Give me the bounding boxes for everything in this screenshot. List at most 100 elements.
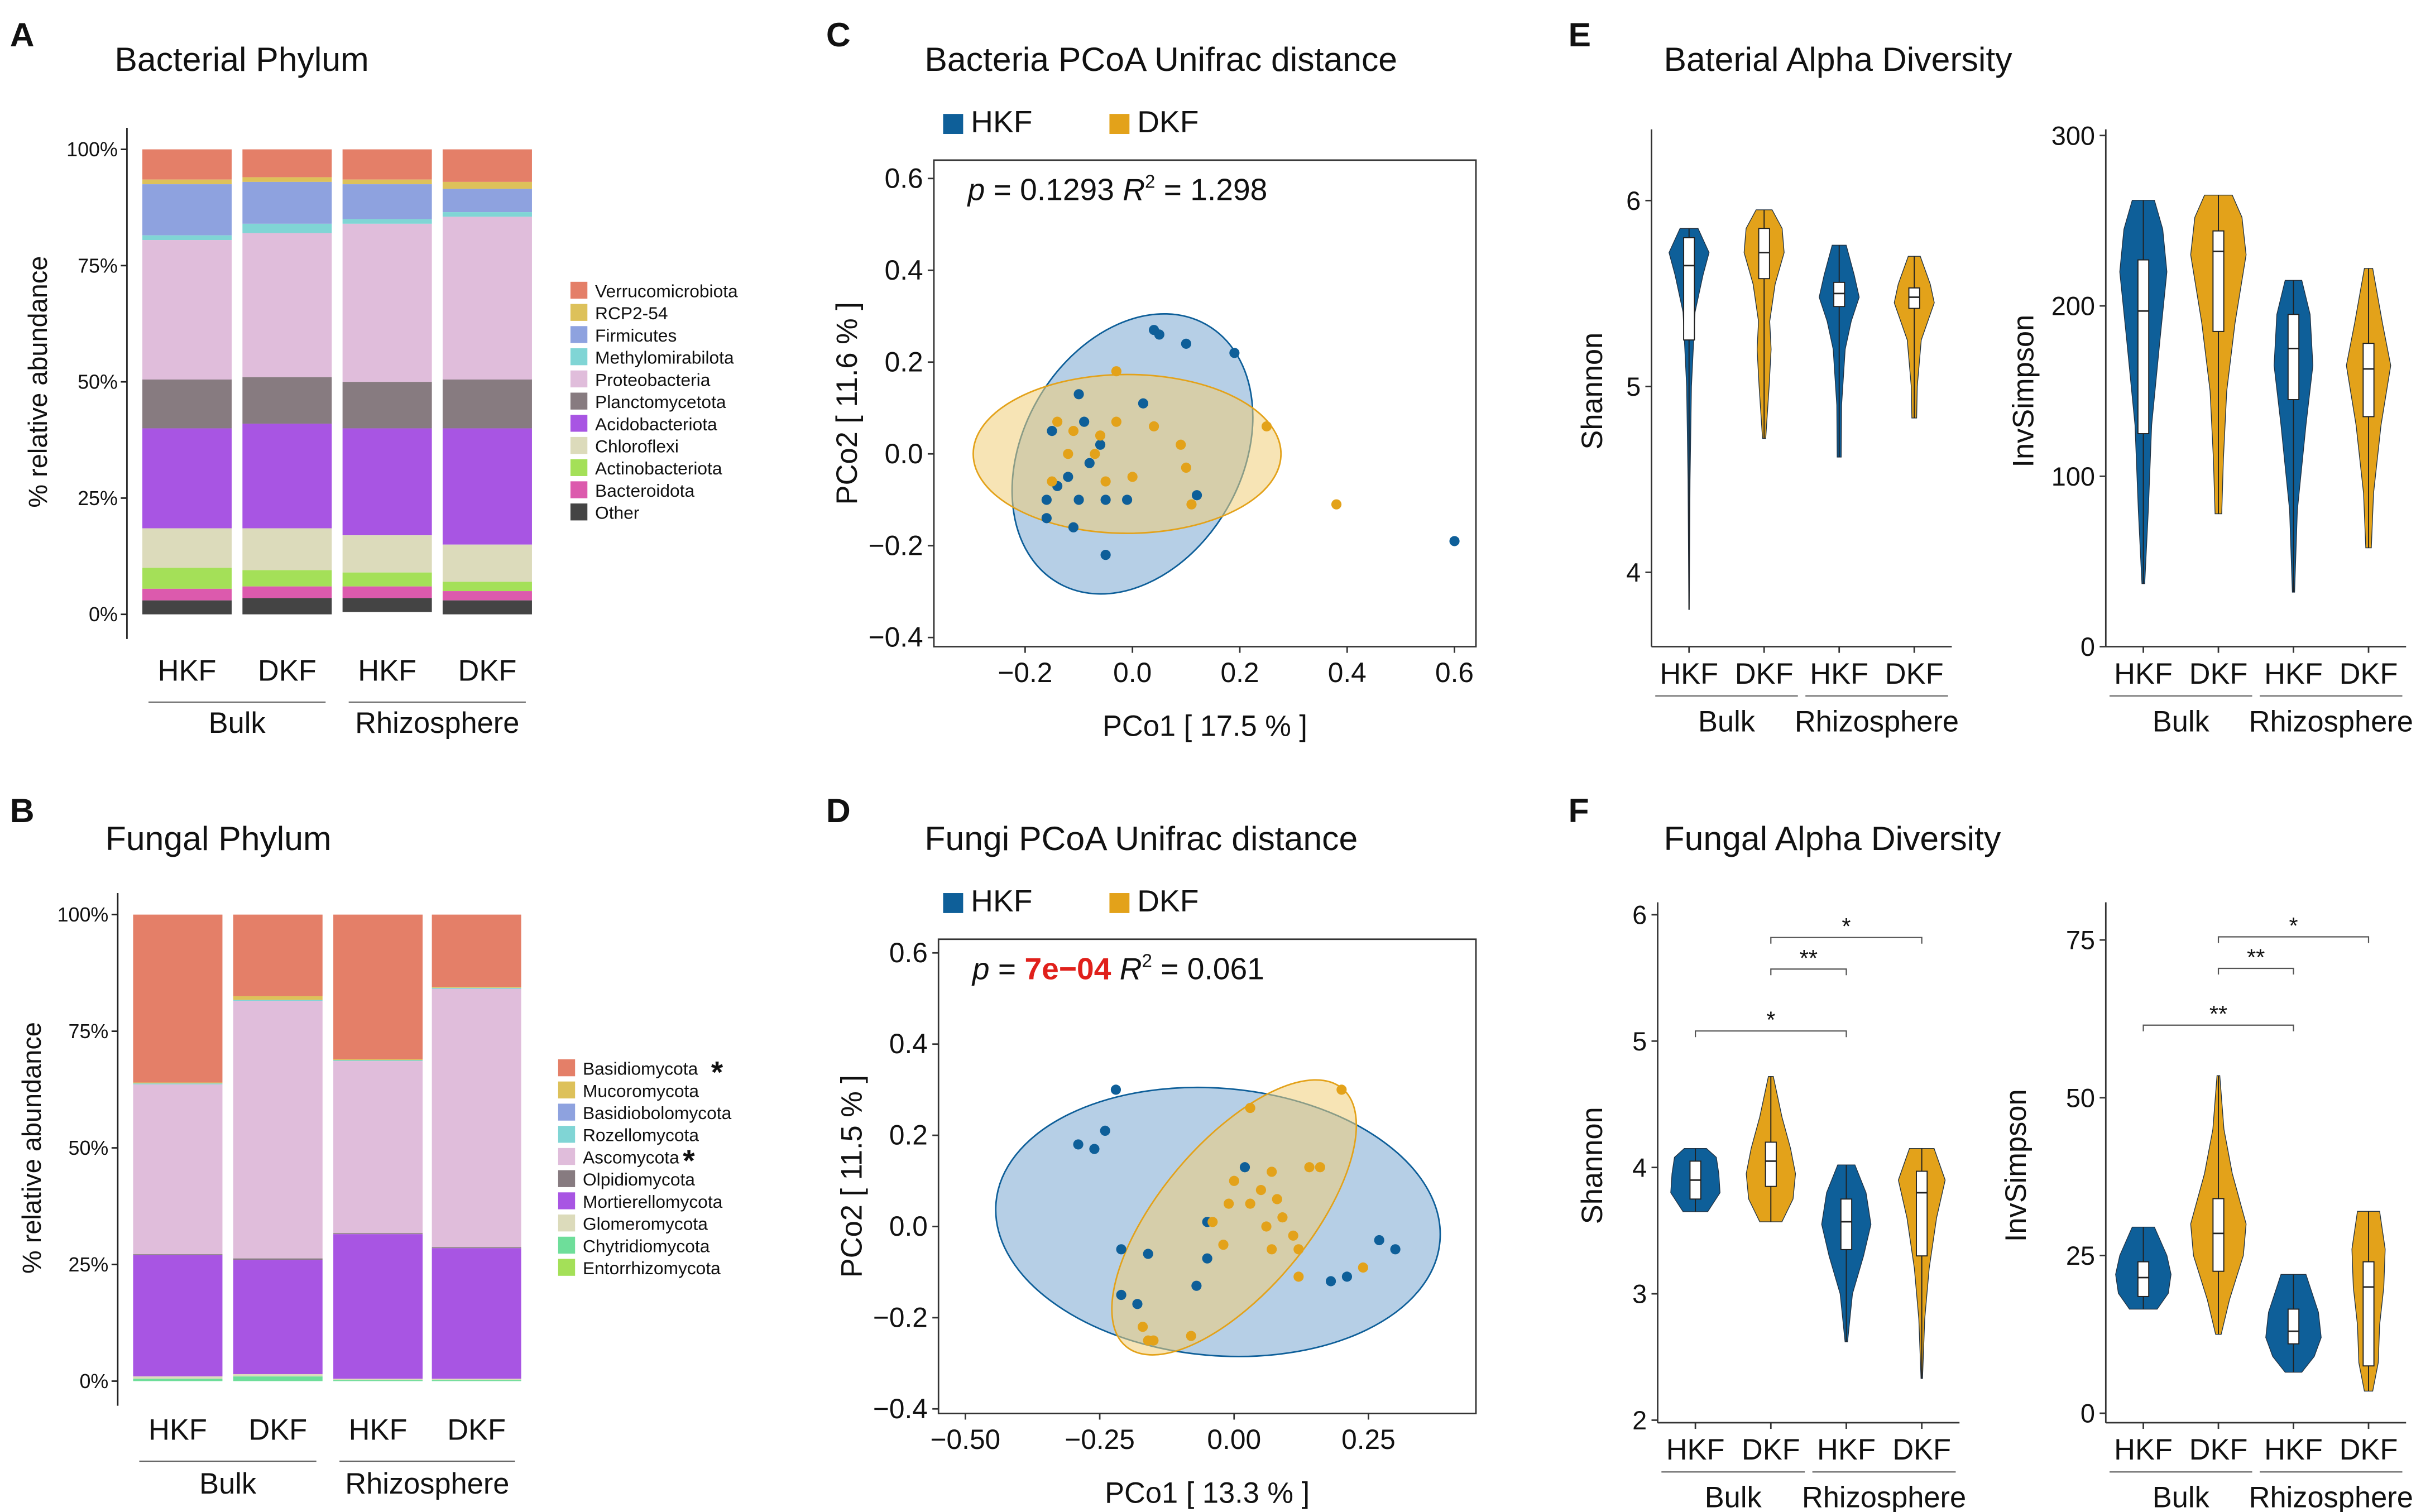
legend-label: Mucoromycota (583, 1081, 699, 1101)
sample-point (1143, 1249, 1153, 1259)
y-tick-label: 2 (1632, 1406, 1647, 1435)
panel-letter: C (826, 16, 851, 54)
legend-label: Other (595, 503, 640, 523)
sample-point (1041, 495, 1052, 505)
sample-point (1315, 1162, 1325, 1173)
bar-segment (442, 181, 532, 189)
bar-segment (242, 181, 332, 224)
sample-point (1229, 348, 1240, 358)
legend-label: Chytridiomycota (583, 1236, 710, 1256)
x-tick-label: DKF (1892, 1434, 1951, 1466)
group-label: Rhizosphere (1795, 705, 1959, 738)
sample-point (1304, 1162, 1315, 1173)
bar-segment (133, 1254, 223, 1255)
bar-segment (333, 1380, 423, 1381)
bar-segment (233, 1258, 323, 1260)
sample-point (1374, 1235, 1384, 1246)
bar-segment (133, 1084, 223, 1255)
significance-bracket (1695, 1030, 1847, 1038)
sample-point (1255, 1185, 1267, 1196)
legend-swatch (558, 1103, 576, 1121)
p-value: = 0.1293 (985, 172, 1114, 207)
group-label: Bulk (199, 1468, 257, 1500)
bar-segment (242, 149, 332, 177)
sample-point (1100, 1125, 1110, 1136)
x-tick-label: DKF (1742, 1434, 1800, 1466)
sample-point (1149, 421, 1159, 431)
bar-segment (242, 528, 332, 570)
sample-point (1047, 426, 1057, 436)
bar-segment (442, 582, 532, 592)
significance-bracket (1770, 937, 1923, 944)
significance-label: ** (2247, 944, 2265, 970)
bar-segment (442, 217, 532, 380)
bar-segment (333, 914, 423, 1059)
panel-letter: F (1569, 791, 1589, 829)
bar-segment (342, 219, 432, 224)
bar-segment (242, 598, 332, 615)
sample-point (1100, 550, 1111, 560)
sample-point (1116, 1244, 1126, 1255)
legend-label: Planctomycetota (595, 392, 726, 412)
x-tick-label: HKF (1810, 658, 1868, 690)
y-axis-title: Shannon (1576, 333, 1609, 450)
legend-label: Ascomycota (583, 1147, 679, 1167)
bar-segment (142, 528, 232, 568)
sample-point (1229, 1175, 1239, 1186)
bar-segment (432, 987, 521, 988)
legend-label: Entorrhizomycota (583, 1258, 721, 1278)
group-label: Rhizosphere (355, 707, 519, 740)
violin-box (2287, 1308, 2300, 1345)
y-tick-label: 0.4 (889, 1028, 928, 1059)
y-axis-title: InvSimpson (2000, 1089, 2032, 1242)
bar-segment (133, 1082, 223, 1084)
x-tick-label: HKF (1817, 1434, 1876, 1466)
group-label: Rhizosphere (1802, 1482, 1966, 1512)
bar-segment (442, 189, 532, 213)
bar-segment (333, 1234, 423, 1379)
y-axis-title: InvSimpson (2008, 315, 2040, 468)
x-tick-label: −0.50 (931, 1424, 1001, 1455)
sample-point (1331, 499, 1342, 510)
panel-title: Bacterial Phylum (114, 40, 368, 78)
x-tick-label: DKF (2340, 658, 2398, 690)
legend-label: DKF (1137, 884, 1199, 918)
bar-segment (242, 223, 332, 233)
bar-segment (442, 591, 532, 601)
sample-point (1186, 499, 1197, 510)
bar-segment (133, 1379, 223, 1381)
x-tick-label: 0.00 (1207, 1424, 1261, 1455)
bar-segment (242, 177, 332, 182)
x-tick-label: HKF (2114, 1434, 2173, 1466)
group-label: Bulk (209, 707, 266, 740)
violin-box (2212, 1198, 2225, 1272)
bar-segment (342, 223, 432, 382)
significance-bracket (2142, 1024, 2294, 1031)
bar-segment (342, 598, 432, 612)
violin-box (1758, 228, 1770, 280)
x-tick-label: HKF (349, 1414, 408, 1446)
legend-swatch (570, 415, 588, 432)
bar-segment (442, 544, 532, 582)
y-tick-label: 5 (1632, 1027, 1647, 1056)
y-tick-label: 0 (2081, 632, 2095, 661)
bar-segment (133, 1376, 223, 1379)
sample-point (1089, 1144, 1100, 1154)
y-axis-title: Shannon (1576, 1107, 1609, 1224)
sample-point (1341, 1271, 1353, 1282)
sample-point (1127, 472, 1138, 482)
y-axis-title: PCo2 [ 11.5 % ] (836, 1075, 868, 1278)
x-tick-label: DKF (2340, 1434, 2398, 1466)
bar-segment (432, 1248, 521, 1379)
violin-box (2137, 1261, 2150, 1297)
y-tick-label: 200 (2051, 292, 2095, 321)
y-tick-label: 3 (1632, 1280, 1647, 1309)
sample-point (1449, 536, 1460, 546)
panel-e-violin-invsimpson: 0 100 200 300 InvSimpson HKF DKF HKF DKF Bulk Rhiz… (2008, 121, 2413, 738)
legend-swatch (570, 326, 588, 343)
bar-segment (432, 987, 521, 989)
sample-point (1137, 1322, 1148, 1332)
bar-segment (142, 179, 232, 185)
y-axis-title: % relative abundance (23, 256, 52, 508)
p-value: 7e−04 (1024, 952, 1111, 986)
